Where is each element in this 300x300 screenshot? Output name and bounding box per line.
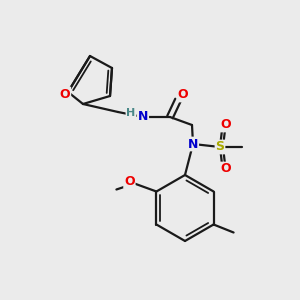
Text: O: O — [60, 88, 70, 100]
Text: O: O — [221, 163, 231, 176]
Text: N: N — [138, 110, 148, 124]
Text: O: O — [124, 175, 135, 188]
Text: O: O — [221, 118, 231, 131]
Text: O: O — [178, 88, 188, 101]
Text: S: S — [215, 140, 224, 154]
Text: N: N — [188, 137, 198, 151]
Text: H: H — [126, 108, 136, 118]
